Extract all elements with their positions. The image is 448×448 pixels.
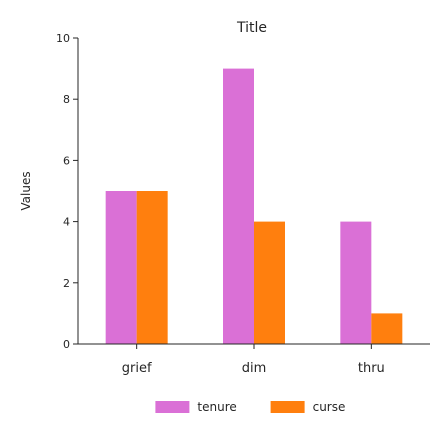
x-tick-label-dim: dim [242, 361, 267, 376]
x-tick-label-thru: thru [358, 361, 385, 376]
bar-tenure-thru [340, 221, 372, 344]
bar-curse-grief [136, 191, 168, 344]
y-tick-label: 2 [63, 277, 70, 290]
y-tick-label: 8 [63, 93, 70, 106]
y-tick-label: 6 [63, 154, 70, 167]
bar-tenure-grief [105, 191, 137, 344]
bar-tenure-dim [223, 68, 254, 344]
y-tick-label: 4 [63, 216, 70, 229]
legend-swatch-curse [270, 401, 305, 413]
x-tick-label-grief: grief [122, 361, 152, 376]
y-axis-title: Values [19, 171, 33, 210]
bar-curse-thru [371, 313, 403, 344]
bar-curse-dim [254, 221, 285, 344]
legend-label-tenure: tenure [197, 400, 236, 414]
plot-area: 0 2 4 6 8 10 grief dim thru [56, 32, 430, 376]
legend-swatch-tenure [155, 401, 190, 413]
legend-label-curse: curse [313, 400, 346, 414]
y-tick-label: 10 [56, 32, 70, 45]
y-tick-label: 0 [63, 338, 70, 351]
legend: tenure curse [155, 400, 345, 414]
chart-title: Title [236, 20, 267, 36]
